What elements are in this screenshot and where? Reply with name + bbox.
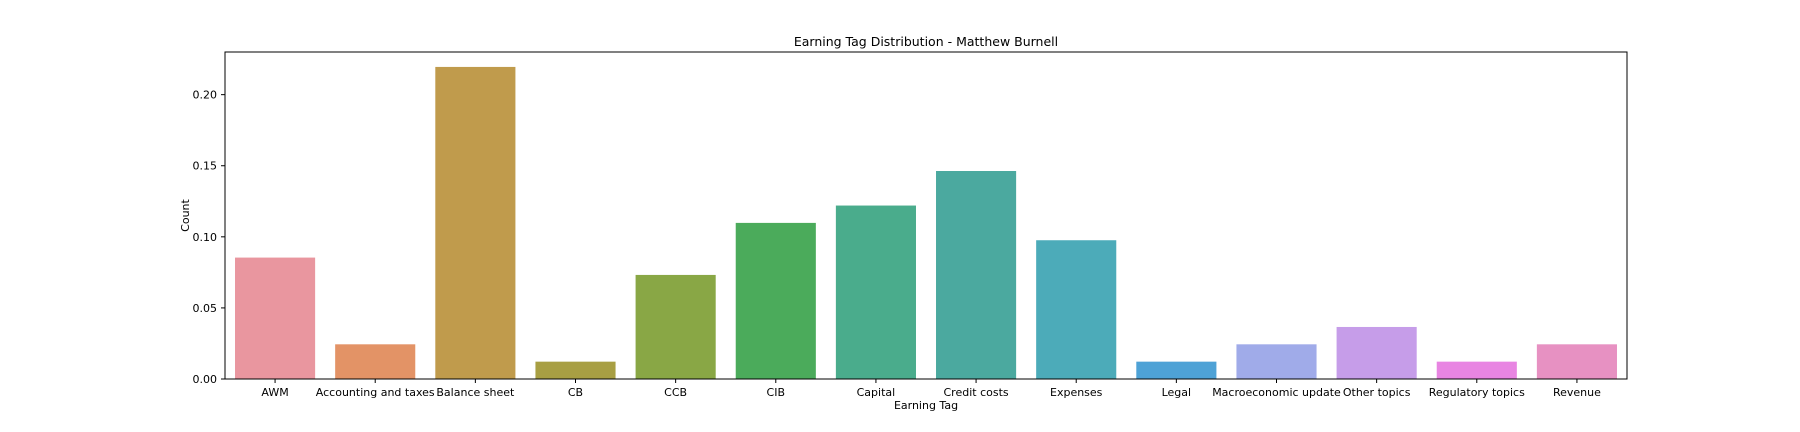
y-axis-label: Count (179, 198, 192, 231)
bar-legal (1136, 361, 1217, 379)
bar-accounting-and-taxes (335, 344, 416, 379)
bar-regulatory-topics (1436, 361, 1517, 379)
x-tick-label: Expenses (1050, 386, 1103, 399)
x-tick-label: Macroeconomic update (1212, 386, 1341, 399)
bar-revenue (1536, 344, 1617, 379)
x-tick-label: CCB (664, 386, 687, 399)
plot-frame (224, 51, 1628, 380)
y-tick-label: 0.10 (193, 231, 218, 244)
x-tick-label: Legal (1162, 386, 1191, 399)
x-tick-label: Credit costs (944, 386, 1009, 399)
y-ticks-group: 0.00 0.05 0.10 0.15 0.20 (193, 89, 225, 386)
y-tick-label: 0.05 (193, 302, 218, 315)
bars-group (235, 66, 1617, 380)
x-tick-label: Regulatory topics (1429, 386, 1525, 399)
x-axis-label: Earning Tag (894, 399, 958, 412)
bar-credit-costs (936, 170, 1017, 379)
x-tick-label: Balance sheet (436, 386, 515, 399)
bar-capital (835, 205, 916, 379)
y-tick-label: 0.20 (193, 89, 218, 102)
x-tick-label: Capital (857, 386, 896, 399)
x-ticks-group: AWM Accounting and taxes Balance sheet CB CC… (261, 379, 1601, 399)
bar-cib (735, 222, 816, 379)
bar-other-topics (1336, 326, 1417, 379)
chart-title: Earning Tag Distribution - Matthew Burne… (794, 34, 1058, 49)
x-tick-label: Accounting and taxes (316, 386, 435, 399)
x-tick-label: CB (568, 386, 583, 399)
x-tick-label: CIB (767, 386, 785, 399)
bar-ccb (635, 274, 716, 379)
bar-balance-sheet (435, 66, 516, 380)
y-tick-label: 0.00 (193, 373, 218, 386)
x-tick-label: AWM (261, 386, 288, 399)
bar-macroeconomic-update (1236, 344, 1317, 379)
x-tick-label: Other topics (1343, 386, 1411, 399)
bar-cb (535, 361, 616, 379)
x-tick-label: Revenue (1553, 386, 1601, 399)
bar-awm (235, 257, 316, 379)
bar-expenses (1036, 240, 1117, 379)
y-tick-label: 0.15 (193, 160, 218, 173)
